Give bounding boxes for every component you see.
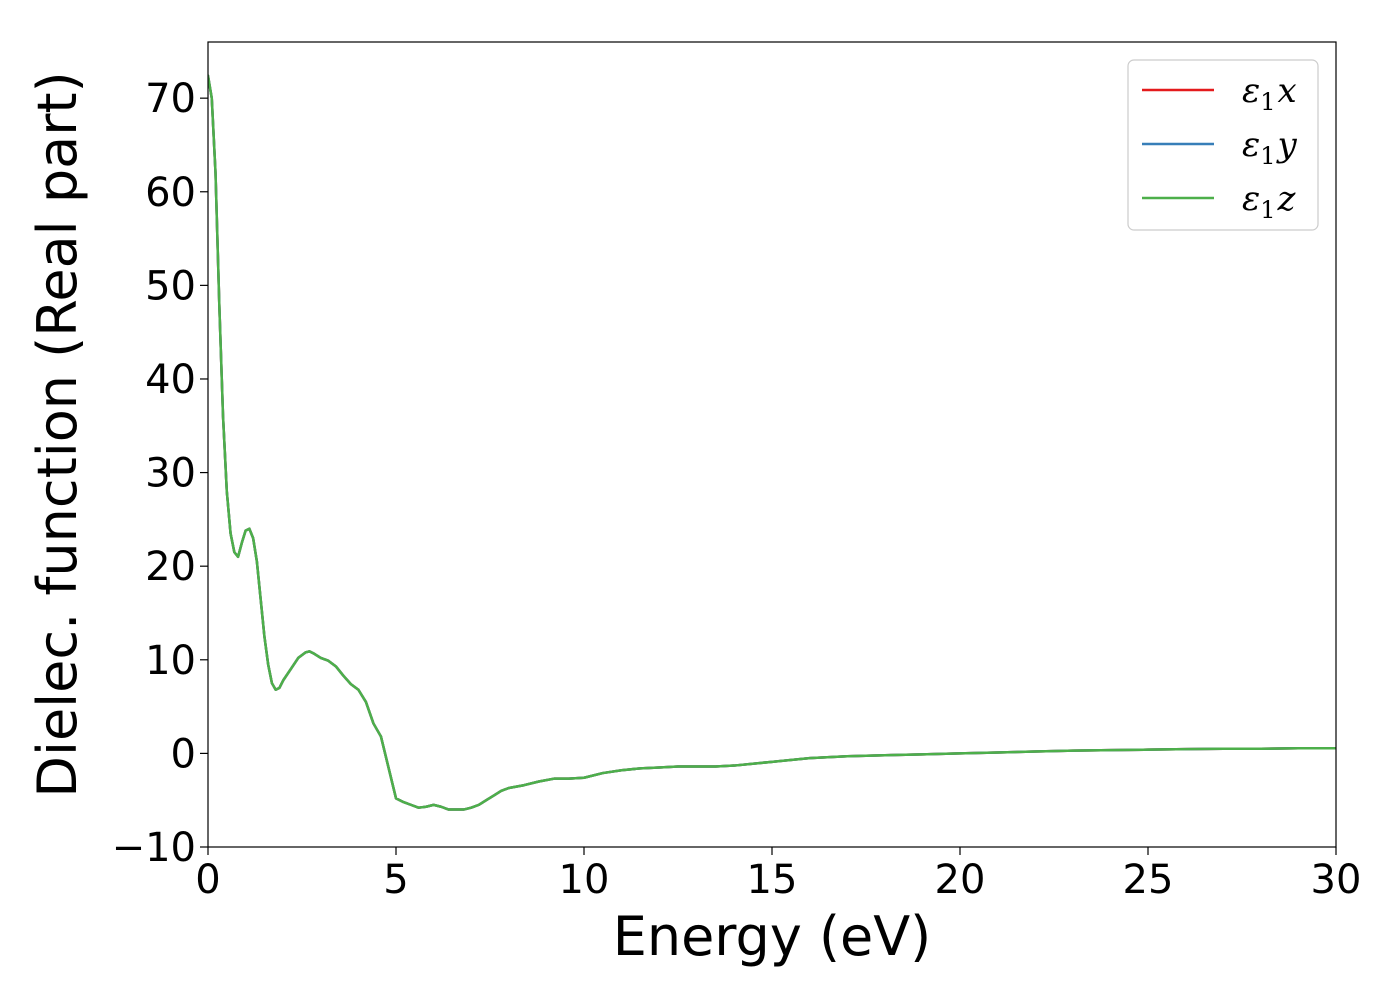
- x-tick-label: 10: [559, 857, 610, 903]
- y-tick-label: 0: [171, 731, 196, 777]
- x-tick-label: 15: [747, 857, 798, 903]
- x-tick-label: 30: [1311, 857, 1362, 903]
- y-tick-label: 40: [145, 357, 196, 403]
- y-tick-label: 20: [145, 544, 196, 590]
- legend-label-x: ε1x: [1242, 71, 1297, 116]
- legend: ε1x ε1y ε1z: [1127, 59, 1319, 231]
- y-tick-label: −10: [112, 825, 196, 871]
- x-axis-label: Energy (eV): [613, 905, 932, 968]
- legend-label-z: ε1z: [1242, 179, 1297, 224]
- y-axis-label: Dielec. function (Real part): [26, 71, 89, 797]
- y-tick-label: 10: [145, 638, 196, 684]
- y-tick-label: 70: [145, 76, 196, 122]
- series-line-z: [208, 74, 1336, 811]
- legend-box: [1127, 59, 1319, 231]
- x-tick-label: 0: [195, 857, 220, 903]
- y-tick-label: 30: [145, 451, 196, 497]
- legend-label-y: ε1y: [1242, 125, 1298, 170]
- series-layer: [208, 74, 1336, 811]
- x-tick-label: 20: [935, 857, 986, 903]
- x-tick-label: 5: [383, 857, 408, 903]
- y-tick-label: 50: [145, 263, 196, 309]
- y-tick-label: 60: [145, 170, 196, 216]
- x-tick-label: 25: [1123, 857, 1174, 903]
